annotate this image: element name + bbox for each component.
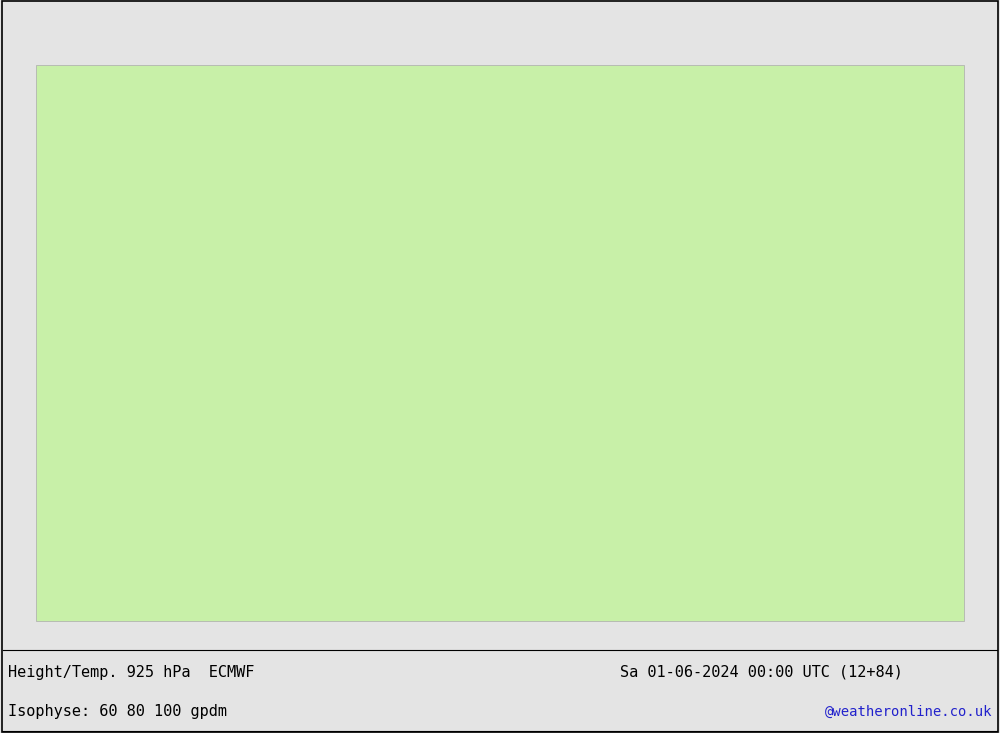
Text: @weatheronline.co.uk: @weatheronline.co.uk bbox=[825, 705, 992, 719]
Text: Sa 01-06-2024 00:00 UTC (12+84): Sa 01-06-2024 00:00 UTC (12+84) bbox=[620, 665, 903, 679]
Text: Height/Temp. 925 hPa  ECMWF: Height/Temp. 925 hPa ECMWF bbox=[8, 665, 254, 679]
Bar bbox=[36, 65, 964, 621]
Text: Isophyse: 60 80 100 gpdm: Isophyse: 60 80 100 gpdm bbox=[8, 704, 227, 719]
